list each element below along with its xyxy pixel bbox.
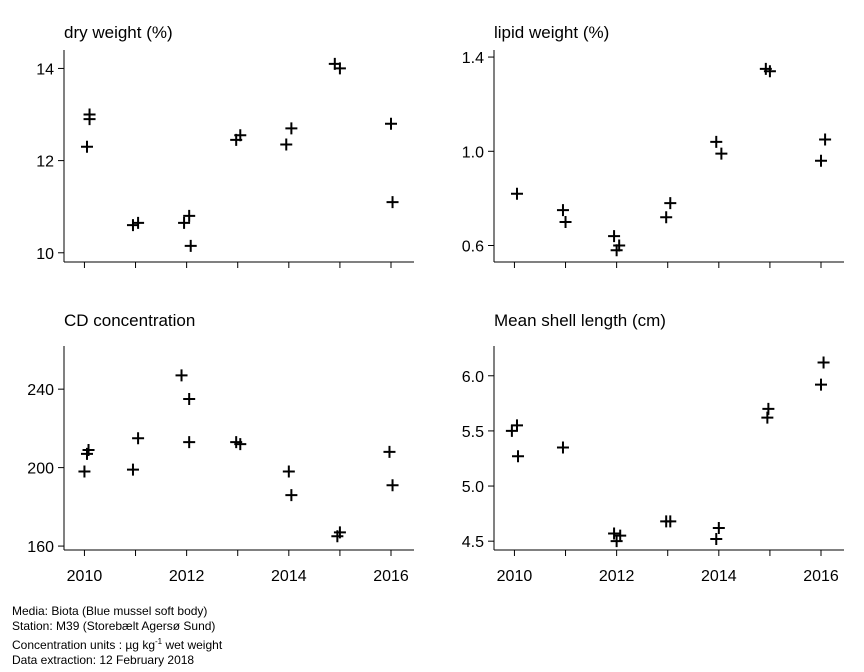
y-tick-label: 160 — [27, 539, 54, 556]
data-point — [761, 411, 774, 424]
footer-station: Station: M39 (Storebælt Agersø Sund) — [12, 619, 216, 633]
data-point — [386, 196, 399, 209]
data-point — [815, 378, 828, 391]
data-point — [556, 204, 569, 217]
footer-media: Media: Biota (Blue mussel soft body) — [12, 604, 208, 618]
x-tick-label: 2010 — [497, 568, 533, 585]
data-point — [183, 392, 196, 405]
data-point — [183, 436, 196, 449]
data-point — [78, 465, 91, 478]
data-point — [715, 147, 728, 160]
data-point — [383, 445, 396, 458]
data-point — [664, 197, 677, 210]
y-tick-label: 0.6 — [462, 239, 484, 256]
chart-area: dry weight (%) 10 12 14 lipid weight (%) 0.6 1… — [27, 23, 844, 585]
y-tick-label: 5.0 — [462, 479, 484, 496]
y-tick-label: 240 — [27, 382, 54, 399]
y-tick-label: 200 — [27, 461, 54, 478]
data-point — [285, 489, 298, 502]
data-point — [126, 463, 139, 476]
y-tick-label: 14 — [36, 61, 54, 78]
y-tick-label: 1.0 — [462, 144, 484, 161]
data-point — [710, 135, 723, 148]
data-point — [386, 479, 399, 492]
data-point — [815, 154, 828, 167]
data-point — [132, 432, 145, 445]
x-tick-label: 2016 — [373, 568, 409, 585]
y-tick-label: 4.5 — [462, 534, 484, 551]
data-point — [614, 529, 627, 542]
data-point — [710, 532, 723, 545]
data-point — [660, 211, 673, 224]
data-point — [505, 424, 518, 437]
data-point — [608, 527, 621, 540]
x-tick-label: 2010 — [67, 568, 103, 585]
data-point — [126, 219, 139, 232]
data-point — [512, 450, 525, 463]
y-tick-label: 6.0 — [462, 369, 484, 386]
data-point — [556, 441, 569, 454]
footer-units-sup: -1 — [155, 637, 163, 646]
data-point — [333, 62, 346, 75]
panel-title: dry weight (%) — [64, 23, 173, 42]
footer-extraction: Data extraction: 12 February 2018 — [12, 653, 195, 667]
footer-units-suffix: wet weight — [162, 638, 223, 652]
data-point — [83, 108, 96, 121]
y-tick-label: 10 — [36, 246, 54, 263]
data-point — [183, 209, 196, 222]
chart-footer: Media: Biota (Blue mussel soft body) Sta… — [12, 604, 222, 668]
data-point — [280, 138, 293, 151]
data-point — [762, 402, 775, 415]
y-tick-label: 12 — [36, 154, 54, 171]
panel-title: Mean shell length (cm) — [494, 311, 666, 330]
data-point — [178, 216, 191, 229]
data-point — [664, 515, 677, 528]
data-point — [333, 526, 346, 539]
data-point — [613, 239, 626, 252]
footer-units: Concentration units : µg kg-1 wet weight — [12, 634, 222, 653]
footer-units-prefix: Concentration units : µg kg — [12, 638, 155, 652]
x-tick-label: 2016 — [803, 568, 839, 585]
data-point — [559, 215, 572, 228]
data-point — [82, 443, 95, 456]
data-point — [132, 216, 145, 229]
data-point — [510, 419, 523, 432]
data-point — [608, 230, 621, 243]
data-point — [285, 122, 298, 135]
x-tick-label: 2012 — [169, 568, 205, 585]
data-point — [282, 465, 295, 478]
data-point — [817, 356, 830, 369]
data-point — [234, 129, 247, 142]
y-tick-label: 1.4 — [462, 50, 484, 67]
panel-title: lipid weight (%) — [494, 23, 609, 42]
data-point — [175, 369, 188, 382]
data-point — [385, 117, 398, 130]
x-tick-label: 2014 — [271, 568, 307, 585]
y-tick-label: 5.5 — [462, 424, 484, 441]
data-point — [80, 140, 93, 153]
data-point — [763, 65, 776, 78]
data-point — [234, 438, 247, 451]
data-point — [510, 187, 523, 200]
x-tick-label: 2014 — [701, 568, 737, 585]
panel-title: CD concentration — [64, 311, 195, 330]
data-point — [712, 521, 725, 534]
data-point — [819, 133, 832, 146]
data-point — [184, 239, 197, 252]
x-tick-label: 2012 — [599, 568, 635, 585]
